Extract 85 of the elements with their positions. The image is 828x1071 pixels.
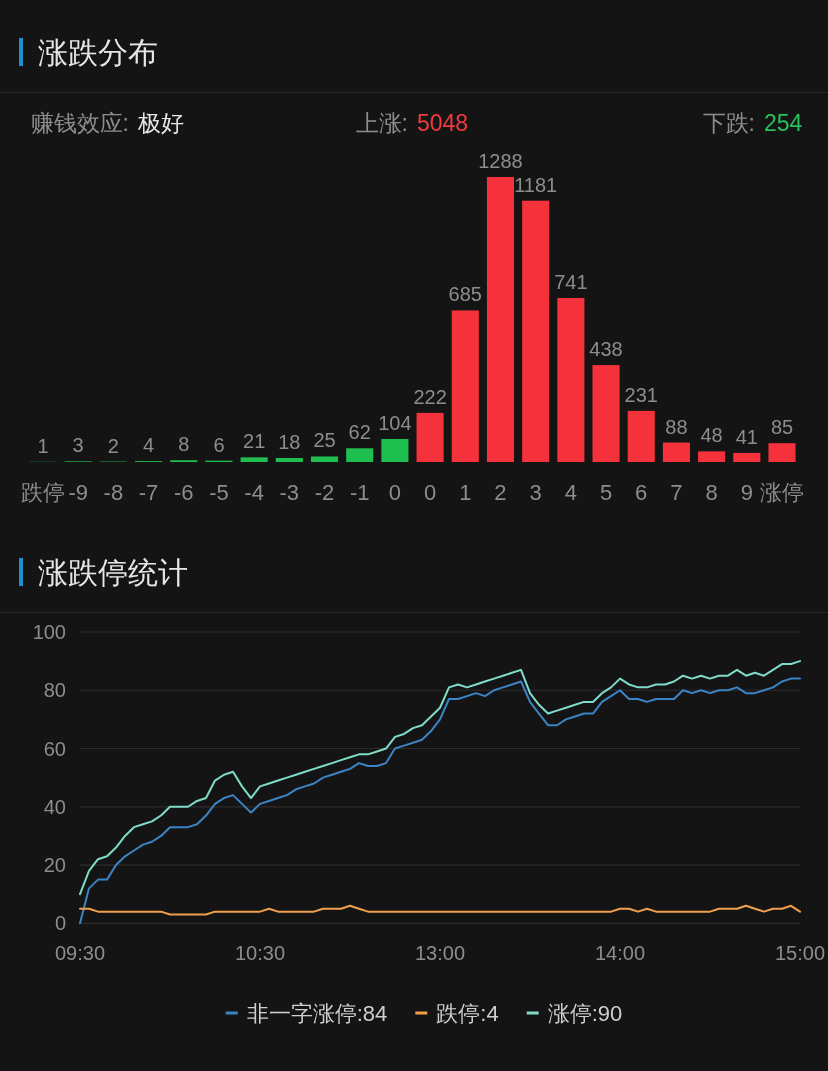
text: 254 [764, 110, 803, 136]
x-tick-label: 14:00 [594, 942, 646, 964]
x-tick-label: 2 [494, 480, 507, 505]
x-tick-label: -2 [314, 480, 335, 505]
x-tick-label: 跌停 [21, 480, 65, 505]
x-tick-label: -5 [209, 480, 229, 505]
bar [240, 457, 268, 462]
data-label: 48 [700, 424, 723, 447]
y-tick-label: 20 [43, 854, 66, 877]
text: 赚钱效应: [30, 110, 129, 136]
legend-label: 非一字涨停:84 [246, 1000, 388, 1026]
y-tick-label: 0 [54, 912, 66, 935]
bar [346, 448, 374, 462]
x-tick-label: 10:30 [234, 942, 286, 964]
text: 极好 [137, 110, 184, 136]
x-tick-label: 5 [599, 480, 613, 505]
chart-title: 涨跌停统计 [38, 556, 188, 589]
data-label: 25 [313, 429, 336, 452]
bar [381, 438, 409, 462]
x-tick-label: -1 [349, 480, 370, 505]
data-label: 222 [413, 385, 447, 408]
x-tick-label: -8 [103, 480, 124, 505]
bar [310, 456, 339, 462]
x-tick-label: -6 [173, 480, 194, 505]
x-tick-label: 涨停 [760, 480, 804, 505]
bar [557, 298, 585, 462]
legend-label: 跌停:4 [436, 1000, 499, 1026]
line-series [79, 904, 801, 916]
x-tick-label: 6 [635, 480, 648, 505]
data-label: 3 [72, 434, 84, 457]
data-label: 62 [348, 421, 371, 444]
data-label: 2 [107, 434, 119, 457]
y-tick-label: 40 [43, 795, 66, 818]
text: 上涨: [355, 110, 408, 136]
x-tick-label: 8 [705, 480, 718, 505]
x-tick-label: 1 [459, 480, 472, 505]
bar [662, 442, 690, 462]
x-tick-label: 9 [740, 480, 753, 505]
bar [275, 458, 303, 462]
line-series [79, 660, 801, 896]
bar [698, 451, 726, 462]
data-label: 4 [143, 434, 155, 457]
text: 下跌: [702, 110, 755, 136]
x-tick-label: -9 [68, 480, 88, 505]
x-tick-label: 4 [564, 480, 577, 505]
bar [522, 200, 550, 462]
data-label: 438 [589, 338, 623, 361]
x-tick-label: -3 [279, 480, 300, 505]
bar [768, 443, 796, 462]
data-label: 1 [37, 434, 49, 457]
legend-label: 涨停:90 [547, 1000, 623, 1026]
line-series [79, 677, 801, 925]
y-tick-label: 100 [32, 621, 66, 643]
x-tick-label: -4 [244, 480, 264, 505]
data-label: 104 [378, 411, 412, 434]
data-label: 21 [243, 430, 266, 453]
data-label: 1288 [478, 150, 523, 172]
y-tick-label: 60 [43, 737, 66, 760]
data-label: 18 [278, 431, 301, 454]
bar [592, 365, 620, 462]
y-tick-label: 80 [43, 679, 66, 702]
x-tick-label: 3 [529, 480, 542, 505]
x-tick-label: 7 [670, 480, 683, 505]
bar [486, 177, 515, 462]
data-label: 88 [665, 415, 688, 438]
x-tick-label: 0 [423, 480, 437, 505]
data-label: 6 [213, 433, 225, 456]
bar [416, 412, 444, 462]
data-label: 1181 [514, 173, 558, 196]
chart-title: 涨跌分布 [38, 36, 158, 69]
x-tick-label: 13:00 [414, 942, 466, 964]
bar [733, 452, 761, 462]
data-label: 8 [178, 433, 190, 456]
x-tick-label: -7 [138, 480, 159, 505]
x-tick-label: 0 [388, 480, 402, 505]
data-label: 685 [448, 283, 482, 306]
data-label: 741 [554, 271, 588, 294]
data-label: 231 [624, 383, 658, 406]
x-tick-label: 15:00 [774, 942, 826, 964]
x-tick-label: 09:30 [54, 942, 106, 964]
data-label: 85 [770, 416, 794, 439]
text: 5048 [417, 110, 469, 136]
bar [627, 410, 655, 462]
data-label: 41 [735, 425, 758, 448]
bar [451, 310, 479, 462]
